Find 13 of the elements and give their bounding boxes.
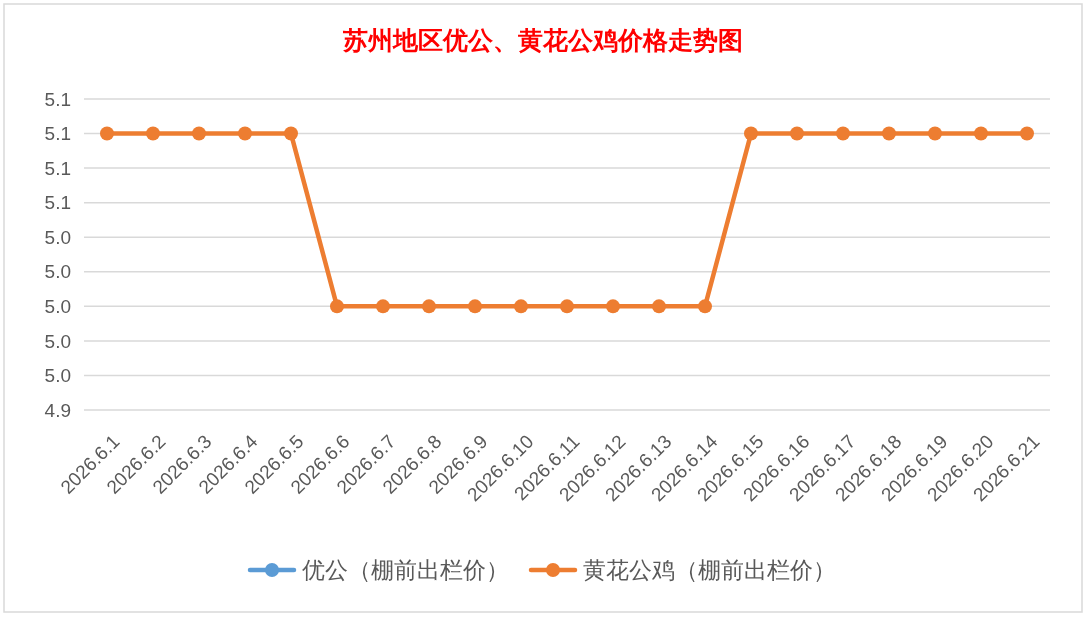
y-tick-label: 5.1 (44, 123, 71, 145)
y-tick-label: 5.1 (44, 157, 71, 179)
chart-title: 苏州地区优公、黄花公鸡价格走势图 (342, 25, 743, 55)
y-tick-label: 5.0 (44, 226, 71, 248)
y-tick-label: 4.9 (44, 399, 71, 421)
y-tick-label: 5.0 (44, 365, 71, 387)
legend-label: 优公（棚前出栏价） (302, 557, 509, 584)
y-tick-label: 5.1 (44, 88, 71, 110)
y-tick-label: 5.0 (44, 295, 71, 317)
y-tick-label: 5.1 (44, 192, 71, 214)
legend-label: 黄花公鸡（棚前出栏价） (583, 557, 836, 584)
y-tick-label: 5.0 (44, 261, 71, 283)
y-tick-label: 5.0 (44, 330, 71, 352)
